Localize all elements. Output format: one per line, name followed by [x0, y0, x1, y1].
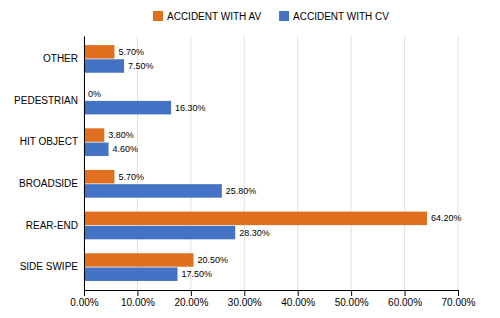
tick-label: 0.00%	[70, 297, 98, 308]
plot: 20.50% 64.20% 5.70% 3.80% 0% 5.70% 17.50% 28.30…	[14, 36, 475, 308]
tick-label: SIDE SWIPE	[20, 261, 79, 272]
tick-mark	[137, 290, 138, 296]
series	[84, 59, 235, 281]
axis-line	[85, 291, 459, 297]
bar	[84, 226, 235, 240]
data-label: 0%	[88, 89, 101, 99]
data-label: 5.70%	[118, 172, 144, 182]
y-axis: SIDE SWIPE REAR-END BROADSIDE HIT OBJECT PED…	[14, 37, 84, 291]
tick: 30.00%	[228, 290, 262, 308]
legend-item: ACCIDENT WITH AV	[153, 11, 261, 22]
axis-line	[84, 37, 85, 291]
grid-line	[137, 36, 138, 290]
grid-line	[84, 36, 85, 290]
tick: HIT OBJECT	[20, 136, 84, 147]
tick-label: OTHER	[43, 53, 78, 64]
data-label: 20.50%	[198, 255, 229, 265]
tick-label: 20.00%	[174, 297, 208, 308]
tick-mark	[458, 290, 459, 296]
tick-label: 30.00%	[228, 297, 262, 308]
tick: 50.00%	[335, 290, 369, 308]
bar	[84, 212, 427, 226]
bar	[84, 128, 104, 142]
tick: 60.00%	[388, 290, 422, 308]
grid-line	[297, 36, 298, 290]
tick-label: PEDESTRIAN	[14, 95, 78, 106]
chart: 20.50% 64.20% 5.70% 3.80% 0% 5.70% 17.50% 28.30…	[0, 0, 500, 318]
tick-mark	[191, 290, 192, 296]
bar	[84, 45, 114, 59]
tick-label: HIT OBJECT	[20, 136, 78, 147]
tick: 0.00%	[70, 290, 98, 308]
legend-swatch	[279, 11, 289, 21]
tick: 10.00%	[121, 290, 155, 308]
legend: ACCIDENT WITH AV ACCIDENT WITH CV	[153, 11, 389, 22]
tick: 20.00%	[174, 290, 208, 308]
bar	[84, 101, 171, 115]
tick-label: 70.00%	[442, 297, 476, 308]
tick-label: REAR-END	[26, 220, 78, 231]
tick-label: BROADSIDE	[19, 178, 78, 189]
data-label: 4.60%	[113, 144, 139, 154]
data-label: 3.80%	[108, 130, 134, 140]
bar	[84, 267, 178, 281]
grid-line	[351, 36, 352, 290]
legend-label: ACCIDENT WITH CV	[293, 11, 389, 22]
tick: OTHER	[43, 53, 84, 64]
bar	[84, 143, 109, 157]
series	[84, 45, 427, 267]
grid	[84, 36, 458, 290]
data-label: 16.30%	[175, 103, 206, 113]
tick-label: 40.00%	[281, 297, 315, 308]
data-label: 17.50%	[182, 269, 213, 279]
tick-mark	[351, 290, 352, 296]
tick-mark	[298, 290, 299, 296]
legend-label: ACCIDENT WITH AV	[167, 11, 261, 22]
legend-item: ACCIDENT WITH CV	[279, 11, 389, 22]
grid-line	[244, 36, 245, 290]
tick: 70.00%	[442, 290, 476, 308]
bar	[84, 170, 114, 184]
bar	[84, 184, 222, 198]
tick: PEDESTRIAN	[14, 95, 84, 106]
data-label: 64.20%	[431, 213, 462, 223]
tick: REAR-END	[26, 220, 84, 231]
data-label: 7.50%	[128, 61, 154, 71]
x-axis: 0.00% 10.00% 20.00% 30.00% 40.00% 50.00% 60.00…	[70, 290, 475, 308]
tick: SIDE SWIPE	[20, 261, 84, 272]
data-label: 25.80%	[226, 186, 257, 196]
bar	[84, 59, 124, 73]
tick-label: 50.00%	[335, 297, 369, 308]
tick-mark	[405, 290, 406, 296]
data-label: 28.30%	[239, 228, 270, 238]
grid-line	[190, 36, 191, 290]
tick-label: 10.00%	[121, 297, 155, 308]
data-labels: 20.50% 64.20% 5.70% 3.80% 0% 5.70% 17.50% 28.30…	[88, 47, 462, 279]
legend-swatch	[153, 11, 163, 21]
grid-line	[458, 36, 459, 290]
bar	[84, 253, 194, 267]
bars	[84, 45, 427, 281]
grid-line	[404, 36, 405, 290]
data-label: 5.70%	[118, 47, 144, 57]
tick-mark	[244, 290, 245, 296]
tick-mark	[84, 290, 85, 296]
tick-label: 60.00%	[388, 297, 422, 308]
tick: BROADSIDE	[19, 178, 84, 189]
tick: 40.00%	[281, 290, 315, 308]
